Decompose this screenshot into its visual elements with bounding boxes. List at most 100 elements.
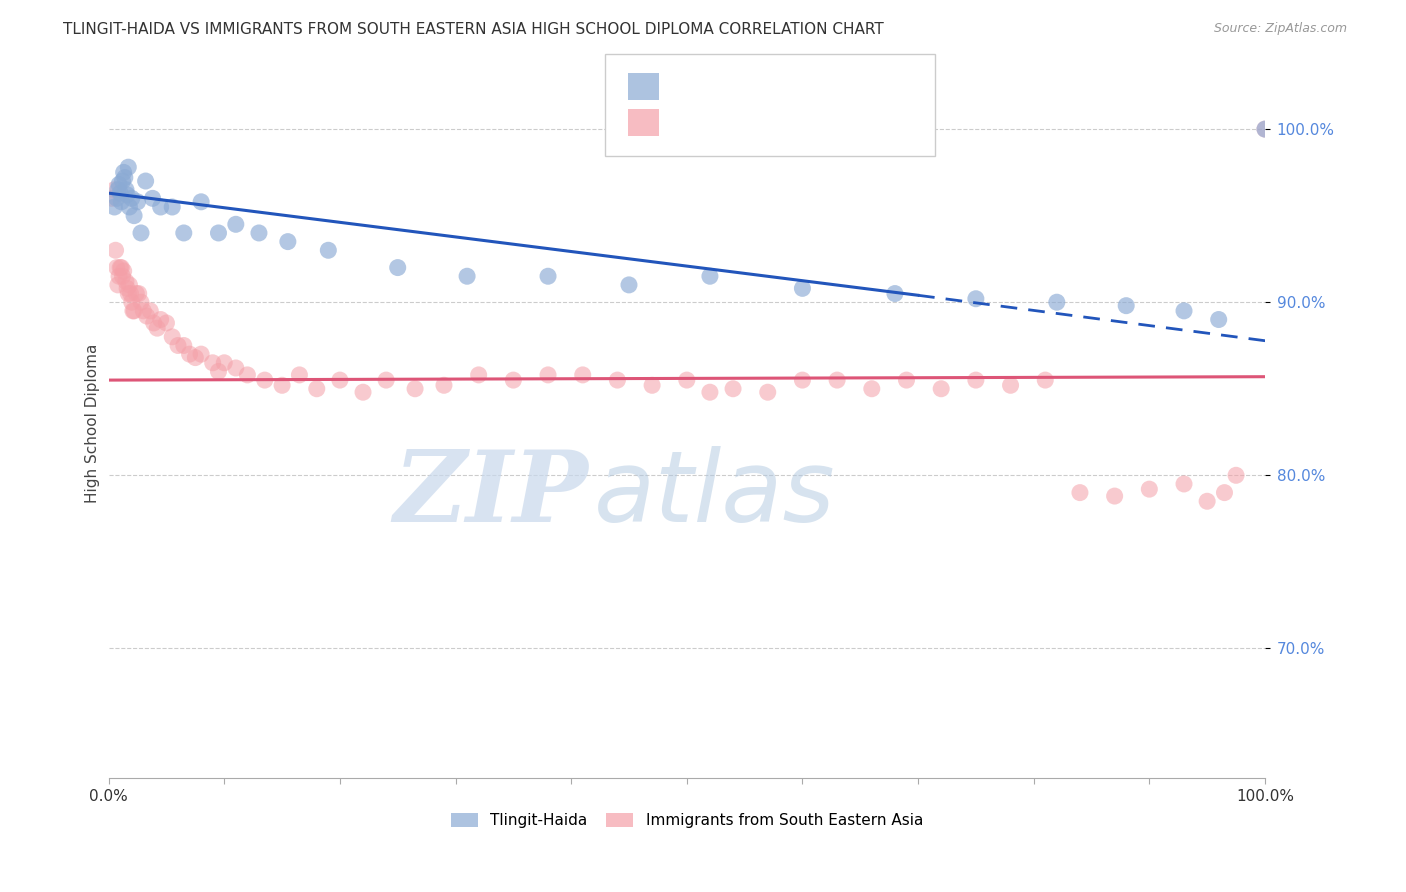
Point: [173, 226, 195, 240]
Text: 0.007: 0.007: [702, 113, 754, 131]
Point: [167, 338, 190, 352]
Point: [1254, 122, 1277, 136]
Point: [173, 338, 195, 352]
Point: [225, 217, 247, 231]
Point: [236, 368, 259, 382]
Point: [305, 382, 328, 396]
Point: [277, 235, 299, 249]
Point: [149, 312, 172, 326]
Point: [110, 194, 132, 209]
Point: [253, 373, 276, 387]
Point: [160, 330, 183, 344]
Point: [965, 373, 987, 387]
Point: [122, 303, 145, 318]
Point: [111, 174, 134, 188]
Point: [247, 226, 270, 240]
Point: [792, 281, 814, 295]
Point: [288, 368, 311, 382]
Point: [142, 191, 165, 205]
Point: [139, 303, 162, 318]
Y-axis label: High School Diploma: High School Diploma: [86, 343, 100, 503]
Point: [129, 226, 152, 240]
Point: [571, 368, 593, 382]
Point: [699, 269, 721, 284]
Point: [1173, 303, 1195, 318]
Point: [699, 385, 721, 400]
Point: [110, 260, 132, 275]
Text: TLINGIT-HAIDA VS IMMIGRANTS FROM SOUTH EASTERN ASIA HIGH SCHOOL DIPLOMA CORRELAT: TLINGIT-HAIDA VS IMMIGRANTS FROM SOUTH E…: [63, 22, 884, 37]
Point: [721, 382, 744, 396]
Point: [179, 347, 201, 361]
Point: [108, 178, 131, 192]
Text: 74: 74: [818, 113, 842, 131]
Point: [1000, 378, 1022, 392]
Point: [404, 382, 426, 396]
Point: [121, 191, 143, 205]
Point: [122, 303, 145, 318]
Point: [1046, 295, 1069, 310]
Point: [149, 200, 172, 214]
Point: [1254, 122, 1277, 136]
Point: [825, 373, 848, 387]
Point: [1197, 494, 1219, 508]
Text: 41: 41: [818, 78, 841, 95]
Point: [352, 385, 374, 400]
Point: [108, 260, 131, 275]
Point: [112, 264, 135, 278]
Point: [467, 368, 489, 382]
Point: [965, 292, 987, 306]
Point: [103, 183, 125, 197]
Point: [132, 303, 155, 318]
Point: [128, 286, 150, 301]
Text: atlas: atlas: [595, 446, 837, 543]
Point: [1104, 489, 1126, 503]
Point: [117, 286, 139, 301]
Point: [118, 277, 141, 292]
Point: [135, 309, 157, 323]
Point: [111, 269, 134, 284]
Point: [537, 269, 560, 284]
Point: [108, 186, 131, 201]
Text: -0.393: -0.393: [702, 78, 761, 95]
Point: [884, 286, 907, 301]
Point: [433, 378, 456, 392]
Point: [537, 368, 560, 382]
Point: [108, 269, 131, 284]
Point: [146, 321, 169, 335]
Point: [617, 277, 640, 292]
Point: [105, 260, 128, 275]
Point: [896, 373, 918, 387]
Point: [115, 187, 138, 202]
Point: [1173, 477, 1195, 491]
Point: [1137, 482, 1160, 496]
Point: [122, 209, 145, 223]
Point: [207, 364, 229, 378]
Point: [1115, 299, 1137, 313]
Point: [201, 356, 224, 370]
Point: [606, 373, 628, 387]
Point: [1033, 373, 1056, 387]
Point: [225, 361, 247, 376]
Point: [121, 295, 143, 310]
Point: [115, 183, 138, 197]
Text: N =: N =: [776, 78, 824, 95]
Point: [184, 351, 207, 365]
Point: [1208, 312, 1230, 326]
Point: [318, 244, 340, 258]
Point: [115, 281, 138, 295]
Point: [756, 385, 779, 400]
Point: [387, 260, 409, 275]
Point: [929, 382, 952, 396]
Text: R =: R =: [671, 78, 707, 95]
Text: Source: ZipAtlas.com: Source: ZipAtlas.com: [1213, 22, 1347, 36]
Point: [105, 191, 128, 205]
Point: [118, 200, 141, 214]
Point: [101, 191, 124, 205]
Point: [115, 275, 138, 289]
Point: [329, 373, 352, 387]
Point: [160, 200, 183, 214]
Point: [1225, 468, 1247, 483]
Point: [129, 295, 152, 310]
Point: [104, 244, 127, 258]
Point: [1213, 485, 1236, 500]
